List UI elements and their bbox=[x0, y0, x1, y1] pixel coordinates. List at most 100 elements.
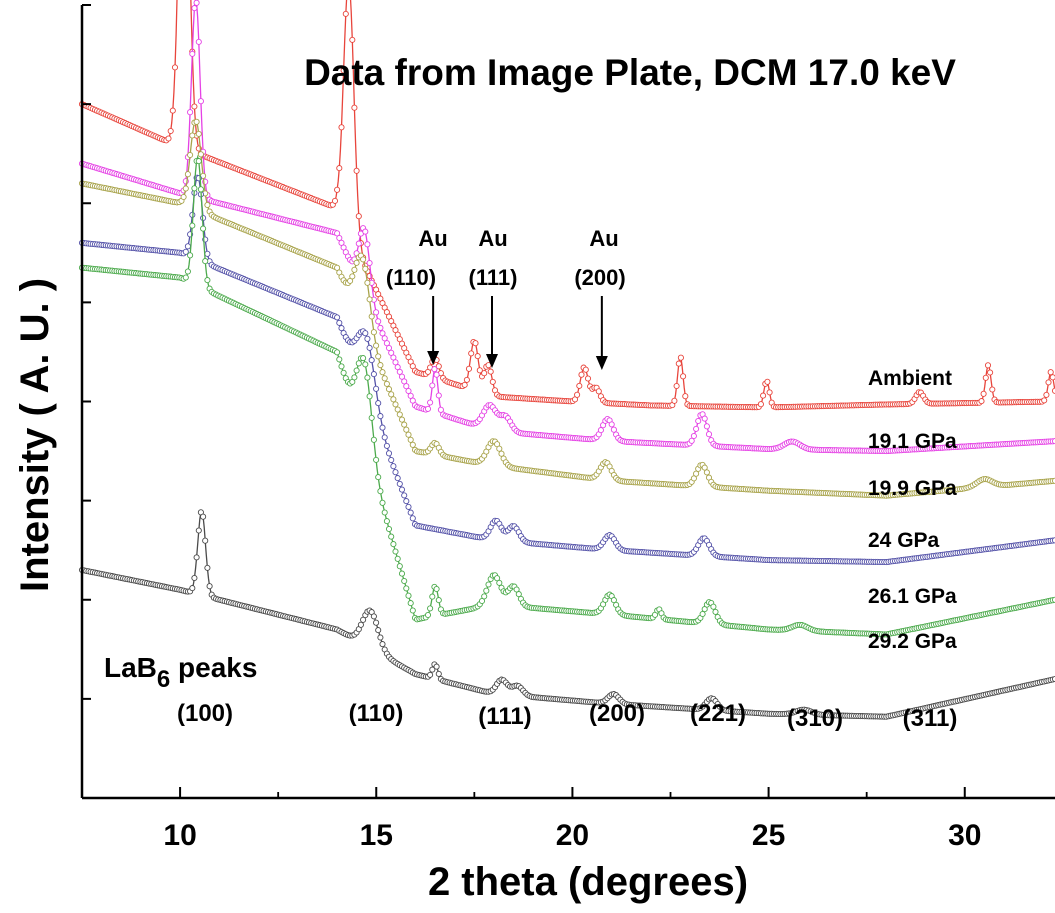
annotation-layer: Au (110) Au (111) Au (200) LaB6 peaks (100) (110… bbox=[104, 226, 957, 732]
data-point bbox=[383, 442, 390, 449]
data-point bbox=[184, 243, 191, 250]
data-point bbox=[351, 374, 358, 381]
data-point bbox=[396, 480, 403, 487]
data-point bbox=[193, 0, 200, 6]
au-arrow-head bbox=[595, 356, 608, 370]
data-point bbox=[584, 375, 592, 382]
data-point bbox=[489, 378, 496, 385]
data-point bbox=[392, 359, 399, 366]
data-point bbox=[1051, 438, 1055, 445]
au-label: Au bbox=[478, 226, 507, 251]
data-point bbox=[381, 375, 388, 382]
lab6-title-sub: 6 bbox=[157, 666, 170, 693]
data-point bbox=[403, 585, 410, 592]
data-point bbox=[407, 509, 414, 516]
lab6-hkl-label: (221) bbox=[690, 700, 746, 727]
data-point bbox=[760, 392, 767, 399]
data-point bbox=[608, 421, 615, 428]
data-point bbox=[184, 268, 191, 275]
data-point bbox=[171, 64, 179, 71]
data-point bbox=[370, 329, 377, 336]
data-point bbox=[193, 554, 200, 561]
data-point bbox=[1051, 537, 1055, 544]
lab6-title-rest: peaks bbox=[170, 652, 257, 683]
data-point bbox=[987, 369, 994, 376]
data-point bbox=[377, 634, 384, 641]
data-point bbox=[1049, 374, 1055, 381]
data-point bbox=[351, 104, 358, 111]
series-layer: Ambient 19.1 GPa 19.9 GPa 24 GPa 26.1 GPa 29.… bbox=[78, 0, 1055, 720]
data-point bbox=[370, 613, 377, 620]
lab6-hkl-label: (111) bbox=[478, 703, 531, 730]
data-point bbox=[688, 437, 695, 444]
data-point bbox=[699, 610, 706, 618]
data-point bbox=[381, 335, 388, 342]
au-peak-annotation: Au (110) bbox=[386, 226, 448, 365]
series-label: 26.1 GPa bbox=[868, 585, 957, 608]
series-2 bbox=[78, 118, 1055, 499]
lab6-title-main: LaB bbox=[104, 652, 157, 683]
data-point bbox=[189, 50, 196, 57]
data-point bbox=[377, 488, 384, 495]
data-point bbox=[487, 368, 494, 375]
data-point bbox=[338, 325, 345, 332]
data-point bbox=[187, 151, 194, 159]
data-point bbox=[379, 369, 386, 376]
data-point bbox=[680, 373, 687, 380]
data-point bbox=[342, 10, 349, 17]
data-point bbox=[366, 296, 373, 303]
data-point bbox=[362, 330, 369, 337]
data-point bbox=[362, 228, 369, 235]
data-point bbox=[390, 463, 397, 470]
data-point bbox=[764, 378, 771, 385]
data-point bbox=[375, 353, 382, 360]
data-point bbox=[1047, 369, 1054, 376]
data-point bbox=[375, 627, 382, 634]
data-point bbox=[336, 234, 343, 242]
lab6-title: LaB6 peaks bbox=[104, 652, 257, 693]
data-point bbox=[403, 426, 410, 433]
au-peak-annotation: Au (200) bbox=[574, 226, 626, 370]
data-point bbox=[187, 252, 194, 259]
data-point bbox=[1051, 387, 1055, 394]
data-point bbox=[204, 201, 211, 209]
data-point bbox=[403, 498, 410, 505]
data-point bbox=[980, 390, 987, 397]
series-markers bbox=[78, 174, 1055, 566]
data-point bbox=[182, 185, 189, 192]
data-point bbox=[336, 356, 343, 363]
data-point bbox=[427, 671, 434, 678]
data-point bbox=[182, 248, 189, 255]
au-hkl-label: (110) bbox=[386, 265, 436, 290]
data-point bbox=[597, 427, 604, 434]
data-point bbox=[409, 607, 416, 614]
data-point bbox=[195, 130, 202, 137]
data-point bbox=[357, 621, 364, 628]
data-point bbox=[202, 537, 209, 544]
data-point bbox=[485, 581, 492, 588]
data-point bbox=[472, 340, 479, 347]
data-point bbox=[379, 330, 386, 337]
data-point bbox=[364, 241, 371, 248]
data-point bbox=[381, 434, 388, 441]
data-point bbox=[377, 413, 384, 420]
data-point bbox=[364, 335, 371, 342]
data-point bbox=[197, 151, 204, 158]
data-point bbox=[431, 366, 438, 373]
data-point bbox=[757, 401, 764, 408]
data-point bbox=[368, 357, 375, 364]
data-point bbox=[433, 585, 440, 593]
data-point bbox=[468, 350, 475, 357]
data-point bbox=[392, 401, 399, 408]
data-point bbox=[388, 391, 395, 398]
data-point bbox=[582, 366, 589, 373]
lab6-hkl-label: (200) bbox=[589, 700, 645, 727]
data-point bbox=[383, 380, 390, 387]
data-point bbox=[377, 324, 384, 331]
data-point bbox=[206, 583, 213, 590]
data-point bbox=[360, 355, 367, 362]
data-point bbox=[349, 36, 356, 43]
data-point bbox=[204, 564, 211, 571]
data-point bbox=[407, 600, 414, 607]
data-point bbox=[351, 266, 358, 273]
